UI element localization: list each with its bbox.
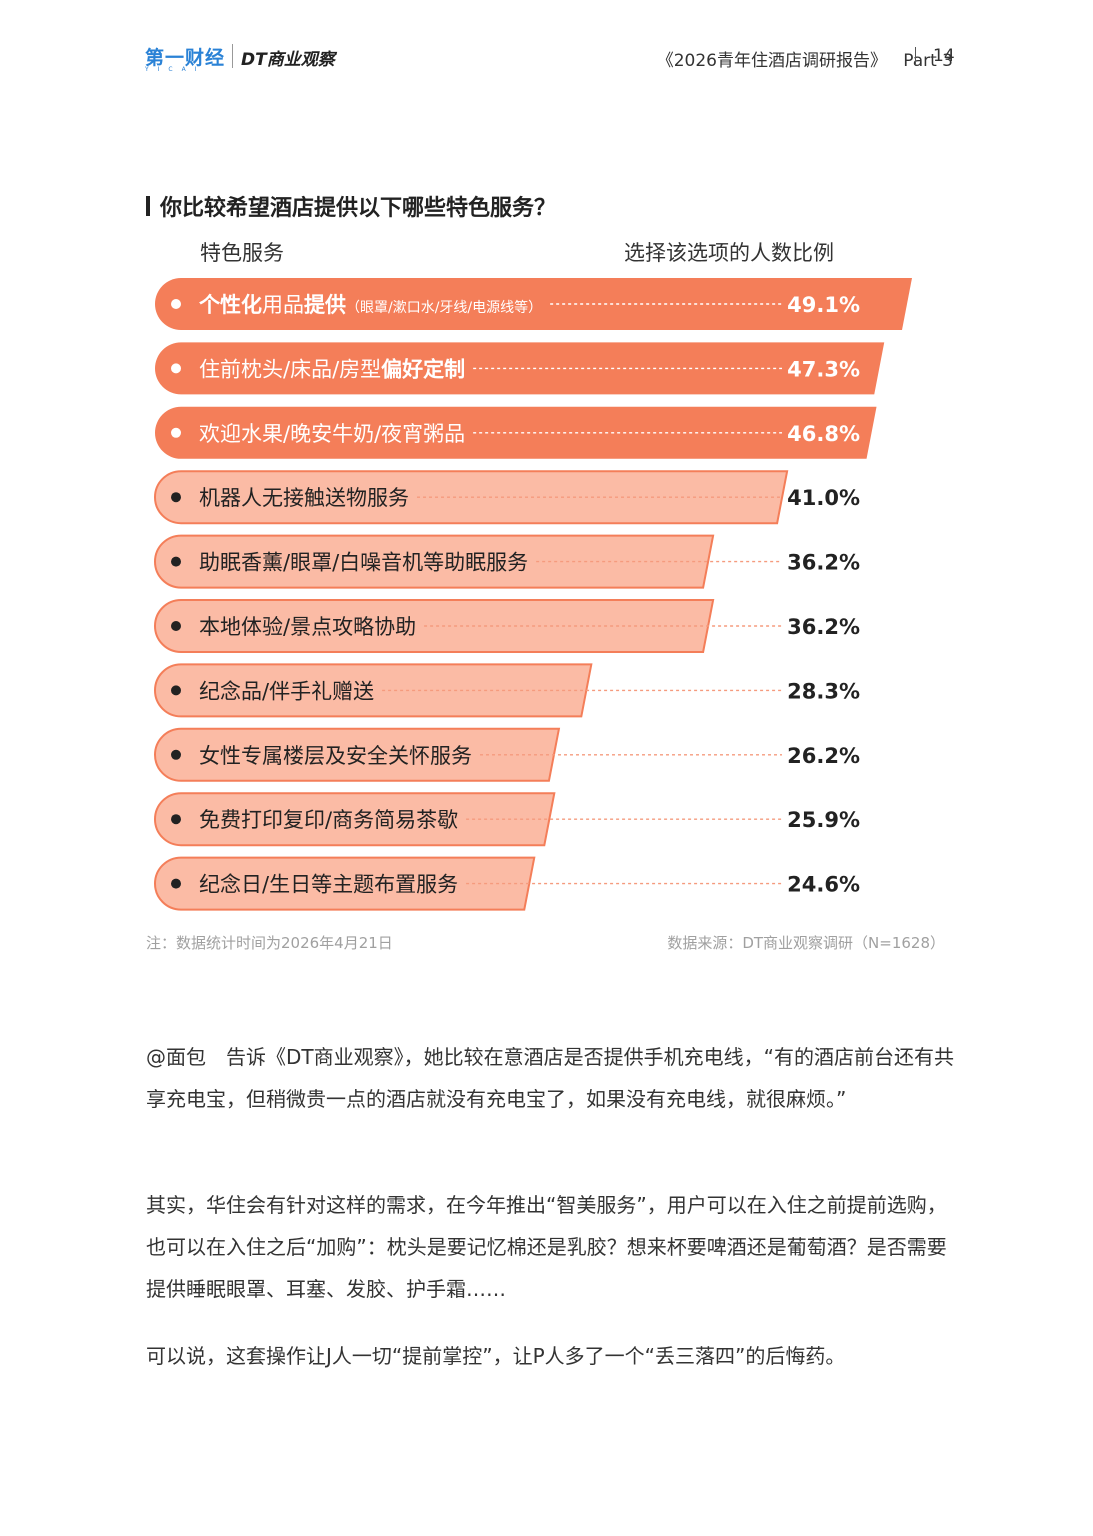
question-marker [146,196,150,216]
value-label: 47.3% [787,357,860,381]
bullet-icon [171,749,181,760]
category-label: 个性化用品提供（眼罩/漱口水/牙线/电源线等） [199,293,542,317]
category-label: 机器人无接触送物服务 [199,486,409,510]
category-label: 免费打印复印/商务简易茶歇 [199,808,458,832]
category-label: 纪念品/伴手礼赠送 [199,679,374,703]
value-label: 28.3% [787,679,860,703]
category-label: 女性专属楼层及安全关怀服务 [199,744,472,768]
header-divider [915,47,916,66]
value-label: 25.9% [787,808,860,832]
category-label: 纪念日/生日等主题布置服务 [199,873,458,897]
bar [155,342,885,395]
yicai-logo: 第一财经 [145,47,226,69]
bullet-icon [171,685,181,696]
bullet-icon [171,363,181,374]
value-label: 26.2% [787,744,860,768]
bar [154,663,593,718]
page-header: 第一财经 YICAI DT商业观察 《2026青年住酒店调研报告》 Part 3… [0,0,1093,115]
body-paragraph-2: 其实，华住会有针对这样的需求，在今年推出“智美服务”，用户可以在入住之前提前选购… [146,1193,947,1301]
value-label: 36.2% [787,551,860,575]
bar [154,856,536,911]
value-label: 46.8% [787,422,860,446]
bar [155,278,912,330]
bullet-icon [171,621,181,631]
page-number: 14 [933,46,955,66]
body-paragraph-1: @面包 告诉《DT商业观察》，她比较在意酒店是否提供手机充电线，“有的酒店前台还… [146,1045,954,1111]
category-label: 助眠香薰/眼罩/白噪音机等助眠服务 [199,551,528,575]
bullet-icon [171,814,181,825]
yicai-logo-sub: YICAI [145,66,206,73]
bar [154,792,556,847]
bar-chart: 个性化用品提供（眼罩/漱口水/牙线/电源线等） 49.1% 住前枕头/床品/房型偏好… [154,278,912,911]
body-paragraph-3: 可以说，这套操作让J人一切“提前掌控”，让P人多了一个“丢三落四”的后悔药。 [146,1344,846,1368]
chart-title: 你比较希望酒店提供以下哪些特色服务？ [160,196,557,221]
bullet-icon [171,556,181,567]
category-label: 住前枕头/床品/房型偏好定制 [199,357,465,381]
value-label: 24.6% [787,873,860,897]
bullet-icon [171,492,181,503]
column-header-percent: 选择该选项的人数比例 [624,241,834,265]
bar [154,534,715,589]
logo-divider [232,44,233,68]
chart-note: 注：数据统计时间为2026年4月21日 [146,934,393,952]
bullet-icon [171,878,181,889]
value-label: 49.1% [787,293,860,317]
value-label: 41.0% [787,486,860,510]
dt-logo: DT商业观察 [241,50,335,70]
category-label: 本地体验/景点攻略协助 [199,615,416,639]
bullet-icon [171,299,181,309]
category-label: 欢迎水果/晚安牛奶/夜宵粥品 [199,422,465,446]
chart-source: 数据来源：DT商业观察调研（N=1628） [667,934,945,952]
value-label: 36.2% [787,615,860,639]
bar [154,599,715,653]
bar [154,727,561,782]
bullet-icon [171,427,181,438]
column-header-service: 特色服务 [200,241,284,265]
